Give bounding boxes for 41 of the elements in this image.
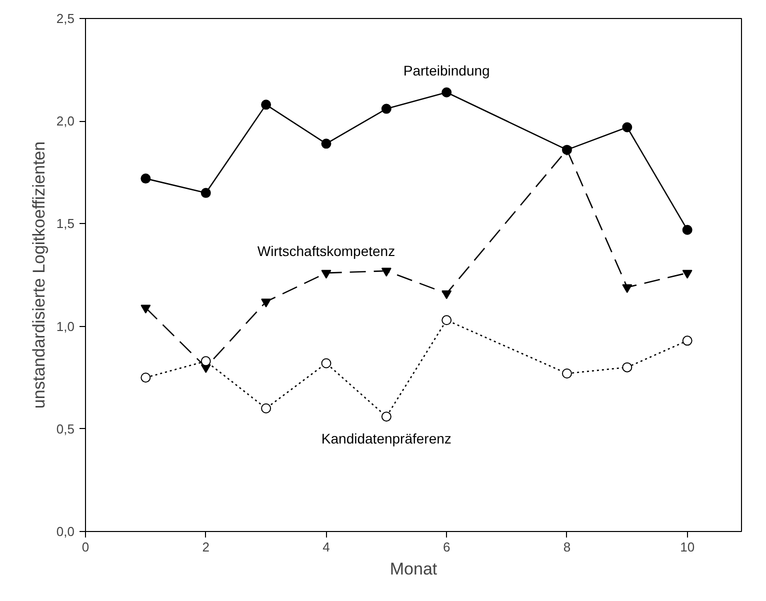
x-axis-title: Monat [390,560,438,578]
x-tick-label: 2 [202,540,210,554]
point [381,104,392,114]
point [140,304,151,314]
point [321,270,332,279]
point [622,284,632,294]
y-tick-label: 0,0 [56,524,75,539]
point [622,362,632,372]
point [562,368,572,378]
x-tick-label: 6 [442,540,450,554]
series-label: Kandidatenpräferenz [321,430,452,447]
series-label: Parteibindung [403,62,490,78]
y-tick-label: 0,5 [56,421,75,436]
y-tick-label: 1,0 [56,318,75,334]
point [682,336,692,346]
point [682,224,692,235]
point [261,100,272,110]
point [442,290,452,300]
point [140,372,151,383]
point [261,403,272,414]
x-tick-label: 10 [680,540,695,554]
y-tick-label: 2,5 [56,11,75,26]
point [381,412,392,422]
point [200,188,211,198]
x-tick-label: 8 [563,540,571,554]
y-tick-label: 2,0 [56,114,75,129]
series-label: Wirtschaftskompetenz [257,242,396,259]
point [442,87,452,98]
x-tick-label: 4 [322,540,330,554]
y-tick-label: 1,5 [56,216,75,232]
x-tick-label: 0 [82,540,90,554]
point [321,138,332,149]
point [261,298,272,308]
point [622,122,632,132]
point [682,270,692,279]
point [442,315,452,326]
point [321,358,332,368]
point [140,174,151,184]
y-axis-title: unstandardisierte Logitkoeffizienten [29,141,48,409]
point [381,268,392,277]
point [200,356,211,366]
